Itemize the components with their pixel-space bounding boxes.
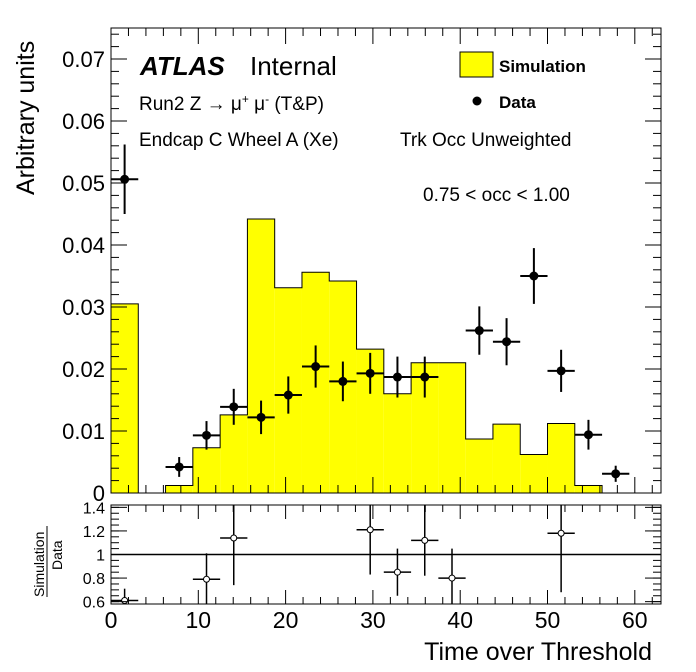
annotation-process-mid: μ xyxy=(249,94,265,115)
x-tick-label: 50 xyxy=(535,607,561,633)
simulation-bin xyxy=(111,303,139,493)
ratio-point xyxy=(421,536,429,544)
ratio-y-tick-label: 0.8 xyxy=(83,571,105,588)
simulation-bin xyxy=(492,424,521,493)
data-point xyxy=(365,368,375,378)
ratio-ylabel-numerator: Simulation xyxy=(31,532,47,597)
ratio-points xyxy=(110,505,575,604)
y-tick-label: 0.03 xyxy=(62,295,105,320)
annotation-process-sup2: - xyxy=(265,92,269,106)
y-tick-label: 0 xyxy=(93,481,105,506)
ratio-point xyxy=(393,568,401,576)
data-points xyxy=(110,144,630,482)
ratio-y-tick-labels: 0.6 0.8 1 1.2 1.4 xyxy=(83,500,105,611)
data-point xyxy=(502,337,512,347)
main-plot-frame xyxy=(110,27,662,494)
simulation-bin xyxy=(165,485,193,493)
y-tick-label: 0.07 xyxy=(62,47,105,72)
annotation-occupancy: 0.75 < occ < 1.00 xyxy=(423,185,570,206)
x-tick-label: 40 xyxy=(447,607,473,633)
annotation-region: Endcap C Wheel A (Xe) xyxy=(139,130,339,151)
main-y-tick-labels: 0 0.01 0.02 0.03 0.04 0.05 0.06 0.07 xyxy=(62,47,105,506)
legend-data-label: Data xyxy=(499,93,536,112)
simulation-bin xyxy=(520,454,548,493)
ratio-point xyxy=(448,574,456,582)
data-point xyxy=(420,372,430,382)
data-point xyxy=(120,174,130,184)
y-axis-label: Arbitrary units xyxy=(12,41,40,195)
main-axis-ticks xyxy=(110,28,661,494)
data-point xyxy=(392,372,402,382)
simulation-bin xyxy=(220,414,248,493)
data-point xyxy=(283,390,293,400)
x-axis-label: Time over Threshold xyxy=(424,638,652,666)
x-tick-label: 0 xyxy=(105,607,118,633)
annotation-weighting: Trk Occ Unweighted xyxy=(400,130,571,151)
annotation-process-suffix: (T&P) xyxy=(269,94,324,115)
ratio-point xyxy=(121,596,129,604)
data-point xyxy=(202,430,212,440)
annotation-process-prefix: Run2 Z → μ xyxy=(139,94,242,115)
simulation-outline xyxy=(110,218,603,494)
ratio-axis-ticks xyxy=(110,505,661,604)
data-point xyxy=(556,366,566,376)
simulation-bin xyxy=(547,423,575,493)
data-point xyxy=(611,469,621,479)
ratio-y-tick-label: 1 xyxy=(96,548,105,565)
x-tick-label: 60 xyxy=(622,607,648,633)
y-tick-label: 0.04 xyxy=(62,233,105,258)
ratio-y-tick-label: 1.4 xyxy=(83,500,105,517)
y-tick-label: 0.02 xyxy=(62,357,105,382)
ratio-point xyxy=(230,534,238,542)
simulation-bin xyxy=(247,218,275,493)
data-point xyxy=(338,376,348,386)
simulation-bin xyxy=(574,485,603,493)
ratio-point xyxy=(366,526,374,534)
data-point xyxy=(474,326,484,336)
data-point xyxy=(311,362,321,372)
data-point xyxy=(174,462,184,472)
ratio-y-tick-label: 0.6 xyxy=(83,595,105,612)
atlas-status: Internal xyxy=(250,51,337,81)
simulation-bin xyxy=(438,362,466,493)
y-tick-label: 0.05 xyxy=(62,171,105,196)
ratio-ylabel-denominator: Data xyxy=(49,540,65,570)
legend: Simulation Data xyxy=(459,51,586,112)
y-tick-label: 0.06 xyxy=(62,109,105,134)
ratio-y-tick-label: 1.2 xyxy=(83,524,105,541)
legend-data-marker xyxy=(472,96,482,106)
atlas-label: ATLAS xyxy=(139,51,225,81)
simulation-bin xyxy=(383,393,412,493)
x-tick-label: 30 xyxy=(360,607,386,633)
data-point xyxy=(256,412,266,422)
data-point xyxy=(529,271,539,281)
x-tick-label: 10 xyxy=(186,607,212,633)
legend-simulation-swatch xyxy=(459,51,494,78)
data-point xyxy=(583,430,593,440)
y-tick-label: 0.01 xyxy=(62,419,105,444)
annotation-process: Run2 Z → μ+ μ- (T&P) xyxy=(139,92,324,115)
ratio-point xyxy=(557,529,565,537)
simulation-bin xyxy=(465,439,493,493)
ratio-point xyxy=(203,575,211,583)
x-tick-labels: 0 10 20 30 40 50 60 xyxy=(105,607,648,633)
annotation-process-sup1: + xyxy=(242,92,249,106)
legend-simulation-label: Simulation xyxy=(499,57,586,76)
x-tick-label: 20 xyxy=(273,607,299,633)
data-point xyxy=(229,402,239,412)
